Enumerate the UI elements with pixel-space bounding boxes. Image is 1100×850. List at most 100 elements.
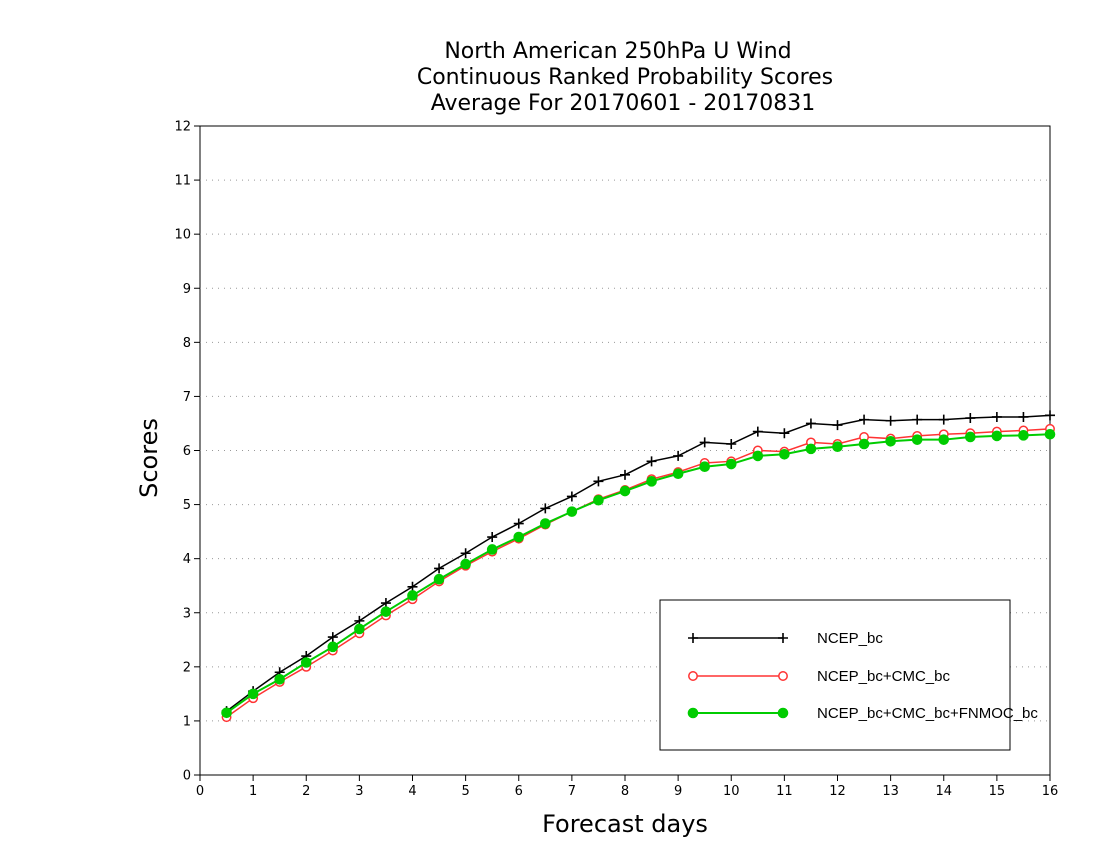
x-tick-label: 5 bbox=[461, 784, 469, 799]
data-point bbox=[1044, 428, 1056, 440]
data-point bbox=[911, 434, 923, 445]
data-point bbox=[619, 485, 631, 497]
x-tick-label: 12 bbox=[829, 784, 846, 799]
y-tick-label: 11 bbox=[174, 174, 191, 189]
x-tick-label: 6 bbox=[515, 784, 523, 799]
data-point bbox=[832, 420, 843, 431]
chart-title-line-1: North American 250hPa U Wind bbox=[444, 39, 791, 64]
data-point bbox=[805, 418, 816, 429]
y-axis-label: Scores bbox=[135, 418, 163, 498]
data-point bbox=[593, 494, 604, 506]
data-point bbox=[859, 414, 870, 425]
legend: NCEP_bc NCEP_bc+CMC_bc NCEP_bc+CMC_bc+FN… bbox=[659, 599, 1038, 751]
data-point bbox=[699, 437, 710, 448]
data-point bbox=[1018, 411, 1029, 422]
legend-marker bbox=[777, 707, 789, 719]
data-point bbox=[407, 590, 418, 601]
data-point bbox=[380, 598, 391, 609]
data-point bbox=[672, 468, 684, 480]
x-tick-label: 14 bbox=[935, 784, 952, 799]
x-tick-label: 3 bbox=[355, 784, 363, 799]
data-point bbox=[380, 606, 392, 617]
x-tick-label: 11 bbox=[776, 784, 793, 799]
y-tick-label: 9 bbox=[183, 282, 191, 297]
data-point bbox=[247, 688, 259, 700]
x-axis-label: Forecast days bbox=[542, 810, 708, 838]
legend-label-ncep-bc-cmc-bc-fnmoc-bc: NCEP_bc+CMC_bc+FNMOC_bc bbox=[817, 705, 1038, 722]
y-tick-label: 6 bbox=[183, 444, 191, 459]
chart-title-line-3: Average For 20170601 - 20170831 bbox=[431, 91, 816, 116]
x-tick-label: 4 bbox=[408, 784, 416, 799]
chart-title-line-2: Continuous Ranked Probability Scores bbox=[417, 65, 833, 90]
legend-marker bbox=[688, 633, 698, 643]
data-point bbox=[407, 581, 418, 592]
data-point bbox=[726, 439, 737, 450]
data-point bbox=[779, 448, 790, 460]
data-point bbox=[540, 518, 551, 529]
x-tick-label: 13 bbox=[882, 784, 899, 799]
x-tick-label: 1 bbox=[249, 784, 257, 799]
data-point bbox=[991, 411, 1002, 422]
y-tick-label: 7 bbox=[183, 390, 191, 405]
data-point bbox=[779, 428, 790, 439]
data-point bbox=[646, 476, 657, 487]
data-point bbox=[752, 450, 764, 462]
data-point bbox=[858, 438, 870, 450]
y-tick-label: 10 bbox=[174, 228, 191, 243]
data-point bbox=[1018, 430, 1029, 441]
x-tick-label: 15 bbox=[989, 784, 1006, 799]
y-tick-label: 4 bbox=[183, 552, 191, 567]
data-point bbox=[433, 573, 445, 585]
data-point bbox=[593, 476, 604, 487]
series-lines bbox=[221, 410, 1056, 723]
data-point bbox=[274, 673, 285, 685]
data-point bbox=[885, 436, 896, 447]
data-point bbox=[540, 503, 551, 514]
series-3 bbox=[221, 428, 1056, 719]
data-point bbox=[327, 641, 339, 653]
data-point bbox=[673, 450, 684, 461]
data-point bbox=[832, 441, 843, 453]
y-tick-label: 3 bbox=[183, 606, 191, 621]
data-point bbox=[460, 548, 471, 559]
legend-marker bbox=[688, 671, 698, 681]
y-tick-label: 2 bbox=[183, 660, 191, 675]
legend-label-ncep-bc: NCEP_bc bbox=[817, 630, 883, 647]
data-point bbox=[938, 434, 950, 445]
x-tick-label: 2 bbox=[302, 784, 310, 799]
data-point bbox=[805, 443, 817, 455]
data-point bbox=[487, 532, 498, 543]
legend-box bbox=[659, 599, 1011, 751]
x-tick-label: 7 bbox=[568, 784, 576, 799]
y-tick-label: 1 bbox=[183, 714, 191, 729]
x-tick-label: 0 bbox=[196, 784, 204, 799]
data-point bbox=[699, 461, 710, 473]
x-tick-label: 16 bbox=[1042, 784, 1059, 799]
y-tick-label: 5 bbox=[183, 498, 191, 513]
data-point bbox=[620, 469, 630, 480]
data-point bbox=[460, 558, 471, 570]
legend-marker bbox=[687, 707, 699, 719]
data-point bbox=[938, 414, 949, 425]
data-point bbox=[1045, 410, 1055, 421]
data-point bbox=[566, 506, 578, 517]
data-point bbox=[965, 431, 976, 443]
x-tick-label: 8 bbox=[621, 784, 629, 799]
data-point bbox=[513, 518, 524, 529]
data-point bbox=[513, 531, 525, 543]
data-point bbox=[327, 632, 338, 643]
data-point bbox=[486, 544, 498, 555]
data-point bbox=[300, 657, 312, 668]
legend-marker bbox=[778, 671, 788, 681]
data-point bbox=[912, 414, 923, 425]
y-tick-label: 0 bbox=[183, 769, 191, 784]
legend-marker bbox=[778, 633, 788, 643]
data-point bbox=[752, 426, 763, 437]
data-point bbox=[991, 430, 1003, 442]
data-point bbox=[885, 415, 896, 426]
x-tick-label: 9 bbox=[674, 784, 682, 799]
data-point bbox=[646, 456, 657, 467]
data-point bbox=[221, 707, 232, 719]
